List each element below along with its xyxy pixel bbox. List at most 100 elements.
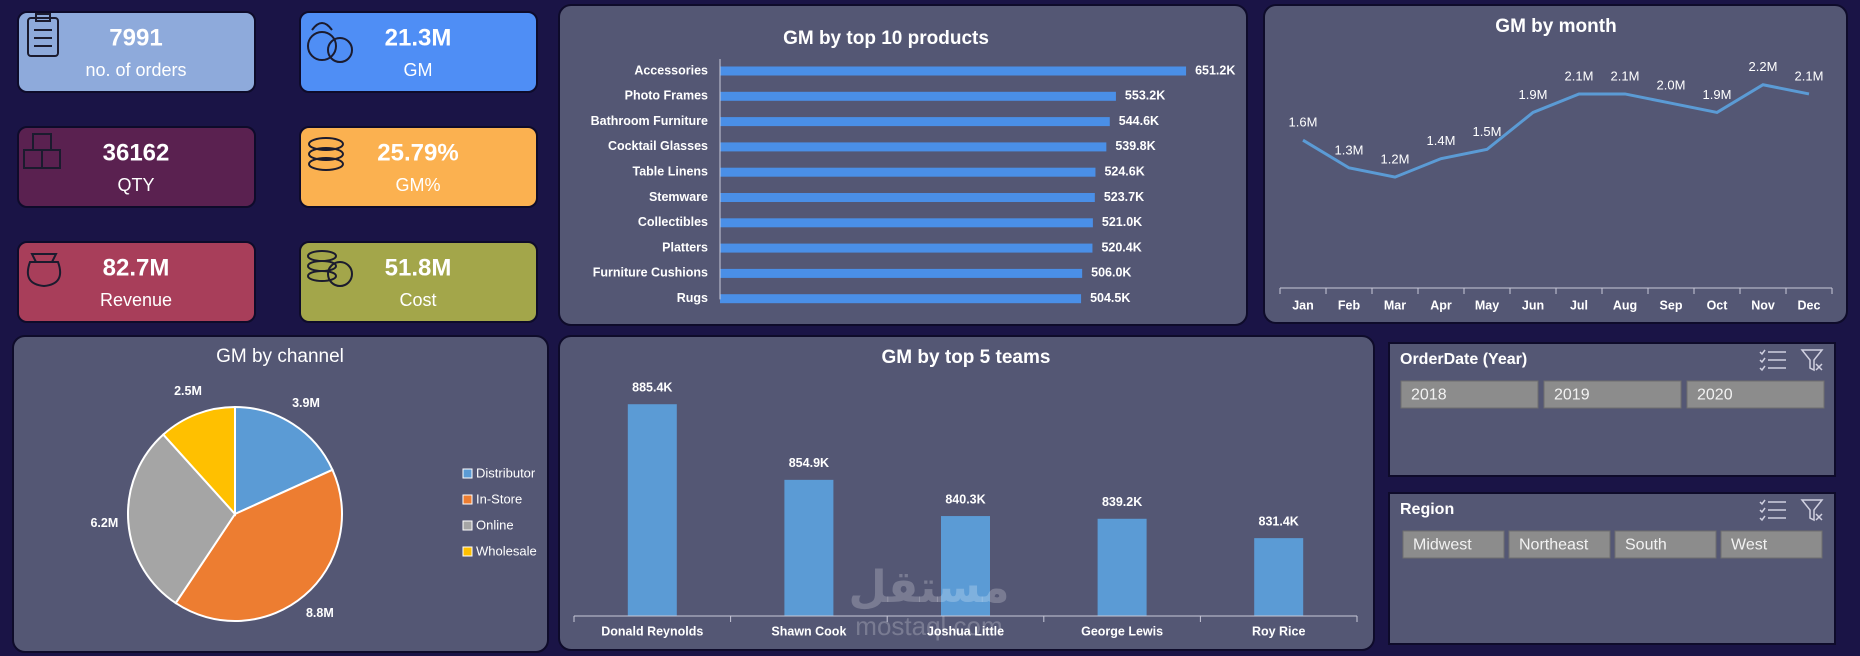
category-label: Furniture Cushions [593,266,708,280]
value-label: 2.1M [1565,68,1594,83]
legend-swatch [462,494,473,505]
slicer-button[interactable] [1543,380,1682,409]
value-label: 854.9K [789,456,829,470]
watermark-arabic: مستقل [849,562,1010,613]
value-label: 506.0K [1091,266,1131,280]
slicer-button[interactable] [1508,530,1611,559]
value-label: 539.8K [1115,139,1155,153]
teams-panel [558,335,1375,651]
category-label: Photo Frames [625,89,708,103]
year-slicer [1388,342,1836,477]
coins-icon [308,137,344,171]
kpi-card [17,11,256,93]
slicer-item[interactable]: 2019 [1554,387,1590,404]
category-label: Dec [1798,298,1821,312]
category-label: Rugs [677,291,708,305]
slicer-item[interactable]: Northeast [1519,537,1589,554]
value-label: 885.4K [632,381,672,395]
stack-icon [307,250,353,287]
slicer-button[interactable] [1720,530,1823,559]
category-label: Joshua Little [927,624,1004,638]
value-label: 2.0M [1657,78,1686,93]
pie-slice [161,405,236,517]
category-label: Jun [1522,298,1544,312]
slicer-item[interactable]: 2020 [1697,387,1733,404]
slicer-button[interactable] [1402,530,1505,559]
bar [720,117,1110,127]
value-label: 544.6K [1119,114,1159,128]
category-label: Mar [1384,298,1406,312]
kpi-card [17,241,256,323]
bar [720,268,1083,278]
value-label: 520.4K [1101,240,1141,254]
kpi-value: 82.7M [103,254,170,281]
value-label: 1.5M [1473,124,1502,139]
value-label: 1.3M [1335,142,1364,157]
money-icon [307,22,353,63]
kpi-value: 51.8M [385,254,452,281]
value-label: 1.4M [1427,133,1456,148]
value-label: 521.0K [1102,215,1142,229]
category-label: May [1475,298,1499,312]
category-label: Platters [662,240,708,254]
slicer-item[interactable]: Midwest [1413,537,1472,554]
legend-label: Wholesale [476,543,537,558]
legend-swatch [462,546,473,557]
bar [720,243,1093,253]
value-label: 651.2K [1195,63,1235,77]
kpi-label: no. of orders [85,60,186,80]
bar [720,218,1093,228]
kpi-label: QTY [117,175,154,195]
bar [720,66,1187,76]
bar [1254,538,1304,616]
value-label: 831.4K [1259,514,1299,528]
bar [784,479,834,616]
slicer-item[interactable]: 2018 [1411,387,1447,404]
bar [1097,518,1147,616]
category-label: Feb [1338,298,1361,312]
category-label: Shawn Cook [771,624,846,638]
value-label: 524.6K [1104,164,1144,178]
category-label: Roy Rice [1252,624,1306,638]
clipboard-icon [27,13,59,57]
value-label: 1.9M [1519,87,1548,102]
bar [720,91,1116,101]
chart-title: GM by month [1495,16,1616,37]
category-label: Jan [1292,298,1314,312]
slicer-button[interactable] [1400,380,1539,409]
value-label: 523.7K [1104,190,1144,204]
bar [720,193,1095,202]
month-panel [1263,4,1848,324]
slicer-button[interactable] [1686,380,1825,409]
value-label: 1.2M [1381,152,1410,167]
bar [720,142,1107,152]
slicer-icons [1759,349,1824,522]
slicer-item[interactable]: West [1731,537,1768,554]
kpi-card [299,11,538,93]
kpi-value: 7991 [109,24,162,51]
kpi-card [299,241,538,323]
slicer-item[interactable]: South [1625,537,1667,554]
category-label: Donald Reynolds [601,624,703,638]
value-label: 6.2M [90,516,118,530]
value-label: 2.2M [1749,59,1778,74]
chart-title: GM by top 10 products [783,28,989,49]
kpi-label: GM% [396,175,441,195]
value-label: 504.5K [1090,291,1130,305]
kpi-value: 25.79% [377,139,458,166]
legend-label: Distributor [476,465,536,480]
kpi-value: 21.3M [385,24,452,51]
category-label: Nov [1751,298,1775,312]
value-label: 840.3K [945,492,985,506]
pie-slice [234,405,334,516]
slicer-button[interactable] [1614,530,1717,559]
category-label: Apr [1430,298,1452,312]
value-label: 1.9M [1703,87,1732,102]
pie-slice [174,468,343,622]
kpi-value: 36162 [103,139,170,166]
kpi-label: Revenue [100,290,172,310]
region-slicer [1388,492,1836,645]
legend-swatch [462,520,473,531]
slicer-title: OrderDate (Year) [1400,351,1527,368]
